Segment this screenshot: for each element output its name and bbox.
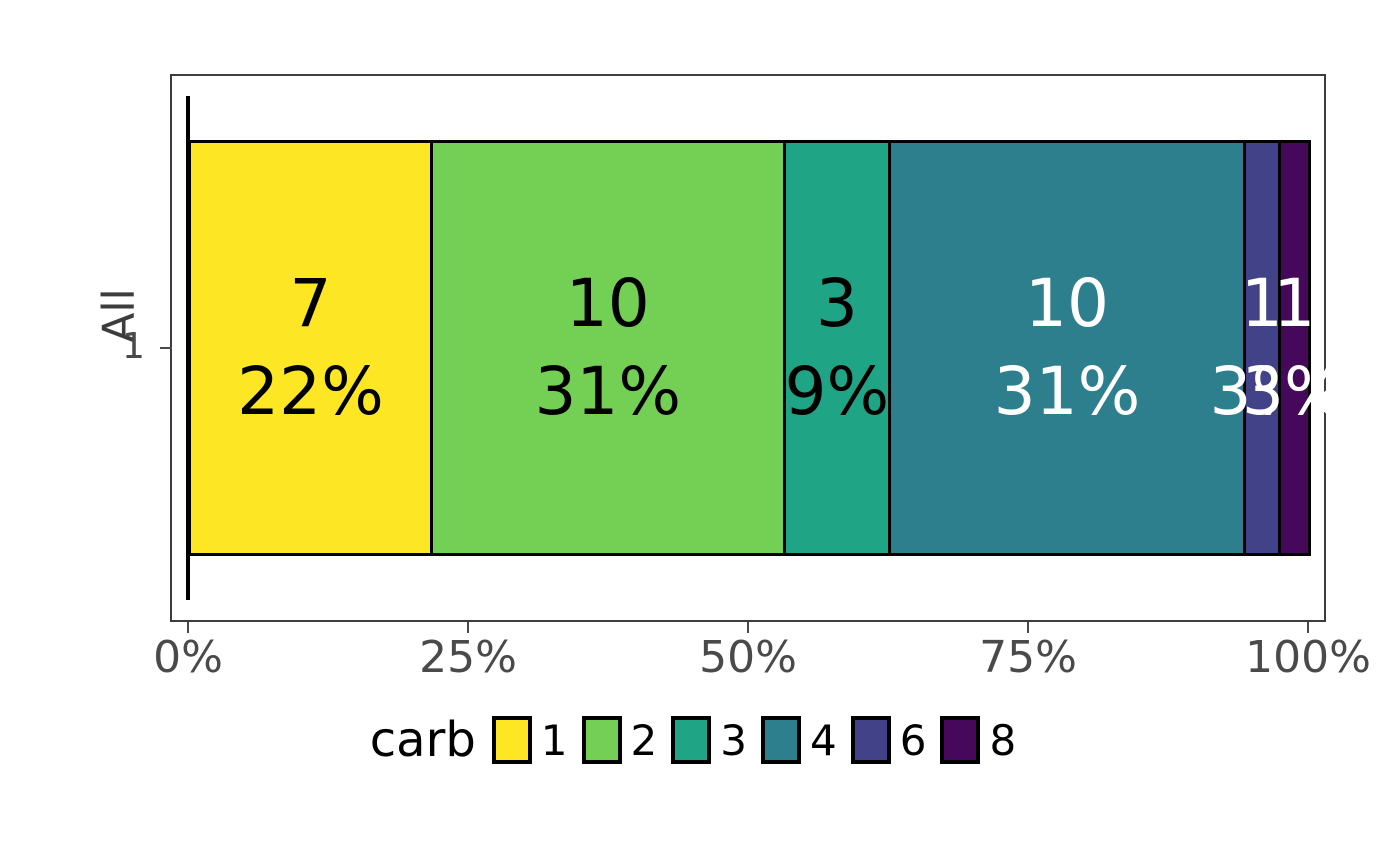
x-tick-mark-0 (187, 622, 189, 633)
segment-count-carb-6: 1 (1240, 265, 1283, 342)
legend-label-carb-1: 1 (540, 715, 568, 765)
legend-item-carb-1[interactable]: 1 (491, 715, 568, 765)
bar-segment-carb-4: 10 31% (887, 140, 1246, 556)
legend-item-carb-6[interactable]: 6 (850, 715, 927, 765)
y-tick-mark-0 (160, 347, 172, 349)
segment-count-carb-4: 10 (1024, 265, 1109, 342)
legend-label-carb-2: 2 (630, 715, 658, 765)
x-tick-label-0: 0% (153, 632, 223, 683)
bar-segment-carb-3: 3 9% (782, 140, 891, 556)
legend-swatch-carb-6 (850, 716, 891, 764)
legend-swatch-carb-8 (940, 716, 981, 764)
segment-percent-carb-2: 31% (534, 353, 682, 430)
legend-item-carb-2[interactable]: 2 (581, 715, 658, 765)
legend-label-carb-6: 6 (899, 715, 927, 765)
legend-label-carb-8: 8 (989, 715, 1017, 765)
y-tick-label-0: 1 (122, 326, 145, 367)
segment-percent-carb-4: 31% (993, 353, 1141, 430)
segment-count-carb-3: 3 (815, 265, 858, 342)
x-tick-mark-1 (467, 622, 469, 633)
legend-swatch-carb-2 (581, 716, 622, 764)
x-tick-mark-4 (1307, 622, 1309, 633)
segment-labels-carb-4: 10 31% (857, 143, 1277, 553)
legend-label-carb-4: 4 (810, 715, 837, 765)
bar-segment-carb-2: 10 31% (429, 140, 786, 556)
bar-segment-carb-1: 7 22% (188, 140, 433, 556)
legend-label-carb-3: 3 (720, 715, 747, 765)
bar-segment-carb-8: 1 3% (1242, 140, 1347, 556)
x-tick-label-3: 75% (979, 632, 1077, 683)
legend-title: carb (369, 712, 476, 768)
bar-segment-carb-6: 1 3% (1210, 140, 1314, 556)
stacked-bar: 7 22% 10 31% 3 9% 10 31% 1 3% 1 3% (188, 140, 1347, 556)
segment-count-carb-2: 10 (565, 265, 650, 342)
x-tick-mark-2 (747, 622, 749, 633)
x-tick-label-4: 100% (1245, 632, 1371, 683)
x-tick-mark-3 (1027, 622, 1029, 633)
segment-count-carb-8: 1 (1273, 265, 1316, 342)
legend-item-carb-3[interactable]: 3 (671, 716, 747, 765)
legend-swatch-carb-4 (761, 716, 801, 764)
legend-item-carb-4[interactable]: 4 (761, 716, 837, 765)
legend-swatch-carb-1 (491, 716, 532, 764)
segment-count-carb-1: 7 (289, 265, 332, 342)
segment-percent-carb-3: 9% (784, 353, 890, 430)
x-tick-label-2: 50% (699, 632, 797, 683)
legend-items: 1 2 3 4 6 8 (491, 715, 1030, 765)
legend: carb 1 2 3 4 6 8 (0, 712, 1400, 768)
x-tick-label-1: 25% (419, 632, 517, 683)
segment-percent-carb-1: 22% (237, 353, 384, 430)
legend-swatch-carb-3 (671, 716, 712, 764)
segment-labels-carb-2: 10 31% (398, 143, 818, 553)
legend-item-carb-8[interactable]: 8 (940, 716, 1016, 765)
